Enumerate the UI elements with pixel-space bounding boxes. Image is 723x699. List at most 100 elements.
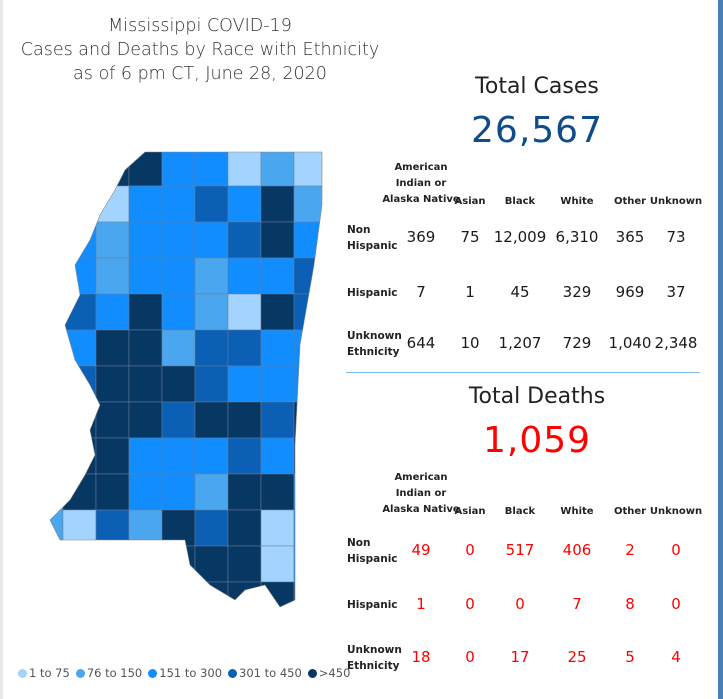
county-region[interactable] (30, 437, 64, 475)
county-region[interactable] (161, 329, 196, 367)
scrollbar[interactable] (718, 0, 723, 699)
county-region[interactable] (62, 257, 97, 295)
county-region[interactable] (293, 401, 327, 439)
county-region[interactable] (260, 437, 295, 475)
county-region[interactable] (293, 437, 327, 475)
county-region[interactable] (227, 329, 262, 367)
county-region[interactable] (194, 185, 229, 223)
county-region[interactable] (128, 329, 163, 367)
county-region[interactable] (227, 365, 262, 403)
county-region[interactable] (128, 293, 163, 331)
county-region[interactable] (30, 545, 64, 583)
county-region[interactable] (194, 365, 229, 403)
county-region[interactable] (128, 185, 163, 223)
county-region[interactable] (227, 473, 262, 511)
county-region[interactable] (161, 185, 196, 223)
county-region[interactable] (128, 401, 163, 439)
county-region[interactable] (293, 545, 327, 583)
county-region[interactable] (95, 221, 130, 259)
county-region[interactable] (95, 150, 130, 187)
county-region[interactable] (293, 293, 327, 331)
county-region[interactable] (260, 473, 295, 511)
county-region[interactable] (161, 509, 196, 547)
county-region[interactable] (95, 365, 130, 403)
county-region[interactable] (62, 401, 97, 439)
county-region[interactable] (30, 581, 64, 615)
county-region[interactable] (194, 581, 229, 615)
county-region[interactable] (95, 509, 130, 547)
county-region[interactable] (260, 365, 295, 403)
county-region[interactable] (95, 401, 130, 439)
county-region[interactable] (95, 437, 130, 475)
county-region[interactable] (161, 293, 196, 331)
county-region[interactable] (161, 437, 196, 475)
county-region[interactable] (260, 293, 295, 331)
county-region[interactable] (128, 221, 163, 259)
county-region[interactable] (260, 545, 295, 583)
county-region[interactable] (161, 581, 196, 615)
county-region[interactable] (260, 221, 295, 259)
county-region[interactable] (293, 185, 327, 223)
county-region[interactable] (194, 257, 229, 295)
county-region[interactable] (161, 257, 196, 295)
county-region[interactable] (161, 150, 196, 187)
county-region[interactable] (95, 293, 130, 331)
county-region[interactable] (293, 257, 327, 295)
county-region[interactable] (30, 221, 64, 259)
county-region[interactable] (227, 401, 262, 439)
county-region[interactable] (128, 437, 163, 475)
county-region[interactable] (62, 150, 97, 187)
county-region[interactable] (128, 509, 163, 547)
county-region[interactable] (260, 150, 295, 187)
county-region[interactable] (293, 581, 327, 615)
county-region[interactable] (260, 185, 295, 223)
county-region[interactable] (194, 221, 229, 259)
county-region[interactable] (30, 150, 64, 187)
county-region[interactable] (95, 185, 130, 223)
county-region[interactable] (128, 581, 163, 615)
county-region[interactable] (95, 257, 130, 295)
county-region[interactable] (30, 185, 64, 223)
county-region[interactable] (194, 329, 229, 367)
county-region[interactable] (161, 401, 196, 439)
county-region[interactable] (30, 509, 64, 547)
county-region[interactable] (62, 365, 97, 403)
county-region[interactable] (30, 365, 64, 403)
county-region[interactable] (227, 221, 262, 259)
county-region[interactable] (161, 473, 196, 511)
county-region[interactable] (227, 257, 262, 295)
county-region[interactable] (62, 509, 97, 547)
county-region[interactable] (161, 365, 196, 403)
county-region[interactable] (95, 473, 130, 511)
county-region[interactable] (260, 581, 295, 615)
county-region[interactable] (227, 509, 262, 547)
county-region[interactable] (194, 150, 229, 187)
county-region[interactable] (293, 473, 327, 511)
county-region[interactable] (194, 293, 229, 331)
county-region[interactable] (95, 581, 130, 615)
county-region[interactable] (227, 437, 262, 475)
county-region[interactable] (30, 257, 64, 295)
county-region[interactable] (30, 401, 64, 439)
county-region[interactable] (128, 150, 163, 187)
county-region[interactable] (227, 150, 262, 187)
county-region[interactable] (95, 329, 130, 367)
county-region[interactable] (227, 545, 262, 583)
county-region[interactable] (62, 437, 97, 475)
county-region[interactable] (95, 545, 130, 583)
county-region[interactable] (62, 473, 97, 511)
mississippi-county-map[interactable] (30, 145, 330, 615)
county-region[interactable] (128, 365, 163, 403)
county-region[interactable] (30, 473, 64, 511)
county-region[interactable] (194, 509, 229, 547)
county-region[interactable] (62, 293, 97, 331)
county-region[interactable] (227, 293, 262, 331)
county-region[interactable] (62, 221, 97, 259)
county-region[interactable] (194, 473, 229, 511)
county-region[interactable] (227, 185, 262, 223)
county-region[interactable] (62, 545, 97, 583)
county-region[interactable] (293, 221, 327, 259)
county-region[interactable] (260, 401, 295, 439)
county-region[interactable] (62, 185, 97, 223)
county-region[interactable] (293, 509, 327, 547)
